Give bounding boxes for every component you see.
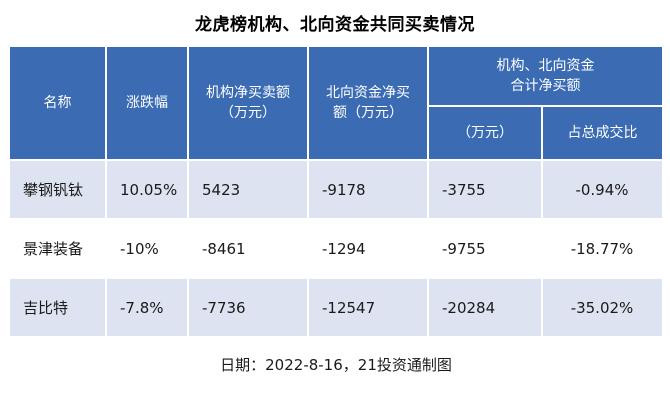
stock-name: 吉比特	[8, 277, 107, 338]
table-row: 景津装备 -10% -8461 -1294 -9755 -18.77%	[8, 218, 664, 279]
turnover-ratio-value: -0.94%	[541, 159, 664, 220]
change-pct: -10%	[105, 218, 189, 279]
turnover-ratio-value: -18.77%	[541, 218, 664, 279]
footer-row: 日期：2022-8-16，21投资通制图	[8, 336, 664, 392]
stock-name: 攀钢钒钛	[8, 159, 107, 220]
north-net-value: -12547	[307, 277, 429, 338]
north-net-value: -1294	[307, 218, 429, 279]
data-table: 名称 涨跌幅 机构净买卖额 （万元） 北向资金净买 额（万元） 机构、北向资金 …	[8, 45, 664, 392]
header-name: 名称	[8, 45, 107, 161]
table-row: 攀钢钒钛 10.05% 5423 -9178 -3755 -0.94%	[8, 159, 664, 220]
combined-net-value: -3755	[427, 159, 543, 220]
header-north-net: 北向资金净买 额（万元）	[307, 45, 429, 161]
header-inst-net: 机构净买卖额 （万元）	[187, 45, 309, 161]
header-combined-group: 机构、北向资金 合计净买额	[427, 45, 664, 107]
turnover-ratio-value: -35.02%	[541, 277, 664, 338]
header-combined-unit: （万元）	[427, 105, 543, 161]
header-row-sub: （万元） 占总成交比	[9, 105, 664, 161]
combined-net-value: -9755	[427, 218, 543, 279]
change-pct: -7.8%	[105, 277, 189, 338]
north-net-value: -9178	[307, 159, 429, 220]
header-row-top: 名称 涨跌幅 机构净买卖额 （万元） 北向资金净买 额（万元） 机构、北向资金 …	[8, 45, 664, 161]
change-pct: 10.05%	[105, 159, 189, 220]
header-inst-net-line2: （万元）	[220, 105, 276, 121]
header-combined-line1: 机构、北向资金	[496, 58, 595, 74]
inst-net-value: -8461	[187, 218, 309, 279]
header-turnover-ratio: 占总成交比	[541, 105, 664, 161]
header-change: 涨跌幅	[105, 45, 189, 161]
table-row: 吉比特 -7.8% -7736 -12547 -20284 -35.02%	[8, 277, 664, 338]
inst-net-value: -7736	[187, 277, 309, 338]
header-north-net-line2: 额（万元）	[333, 105, 403, 121]
combined-net-value: -20284	[427, 277, 543, 338]
date-note: 日期：2022-8-16，21投资通制图	[8, 336, 664, 392]
stock-name: 景津装备	[8, 218, 107, 279]
header-combined-line2: 合计净买额	[510, 78, 581, 94]
header-north-net-line1: 北向资金净买	[326, 85, 410, 101]
page-title: 龙虎榜机构、北向资金共同买卖情况	[195, 15, 475, 35]
header-inst-net-line1: 机构净买卖额	[206, 85, 290, 101]
inst-net-value: 5423	[187, 159, 309, 220]
